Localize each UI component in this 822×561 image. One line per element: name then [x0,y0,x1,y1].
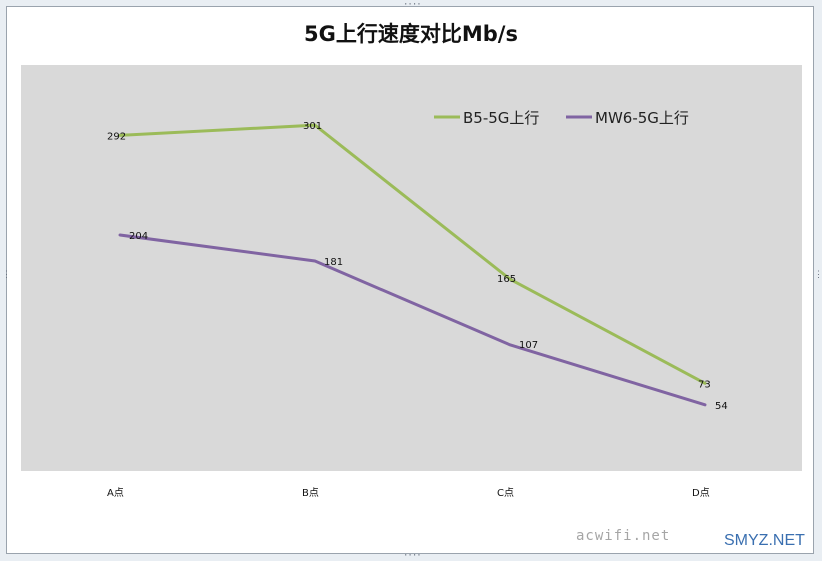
legend-label: MW6-5G上行 [595,109,689,127]
resize-handle-bottom[interactable]: ···· [403,551,422,561]
data-label-s1-C点: 165 [497,274,516,285]
legend-label: B5-5G上行 [463,109,539,127]
x-tick-label: C点 [497,487,514,499]
watermark-smyz: SMYZ.NET [724,532,805,549]
resize-handle-left[interactable]: ⋮ [2,270,11,280]
resize-handle-top[interactable]: ···· [403,0,422,10]
chart-title: 5G上行速度对比Mb/s [304,22,518,46]
resize-handle-right[interactable]: ⋮ [814,270,822,280]
data-label-s2-A点: 204 [129,231,148,242]
data-label-s1-B点: 301 [303,121,322,132]
series-line-1[interactable] [118,123,707,385]
data-label-s1-D点: 73 [698,379,711,390]
series-line-2[interactable] [118,233,707,407]
legend-item-2[interactable]: MW6-5G上行 [566,109,689,127]
data-label-s2-B点: 181 [324,257,343,268]
watermark-acwifi: acwifi.net [576,528,671,544]
x-tick-label: A点 [107,487,124,499]
x-tick-label: B点 [302,487,319,499]
data-label-s1-A点: 292 [107,131,126,142]
data-label-s2-D点: 54 [715,401,728,412]
legend-item-1[interactable]: B5-5G上行 [434,109,539,127]
x-tick-label: D点 [692,487,710,499]
data-label-s2-C点: 107 [519,340,538,351]
